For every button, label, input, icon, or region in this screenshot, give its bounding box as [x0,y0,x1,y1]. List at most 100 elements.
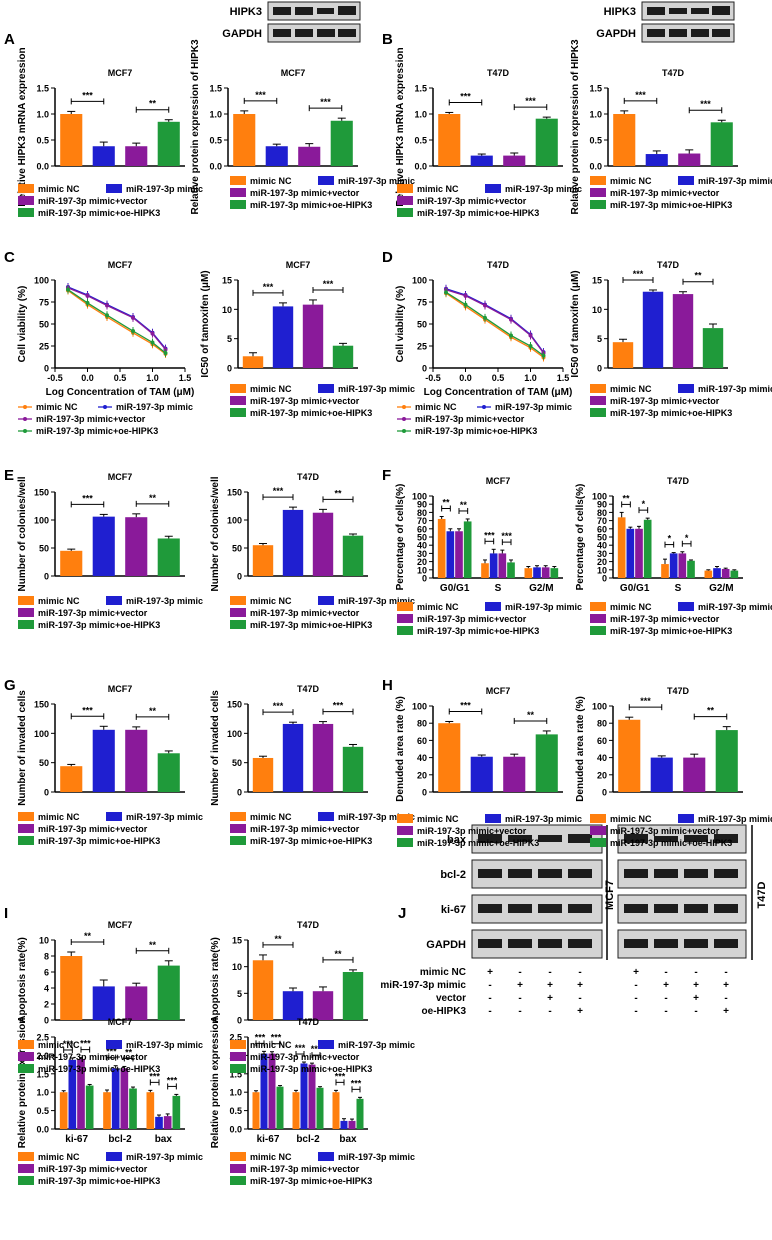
bar [92,146,115,166]
legend-swatch [590,602,606,611]
legend-label: miR-197-3p mimic+oe-HIPK3 [417,838,539,848]
y-axis-label: Number of colonies/well [210,476,221,591]
x-tick-label: S [495,583,502,594]
series-line [445,292,544,358]
y-axis-label: Number of colonies/well [17,476,28,591]
sig-label: *** [255,90,266,100]
legends: mimic NC miR-197-3p mimic miR-197-3p mimic… [18,176,772,1186]
y-tick-label: 0.5 [209,136,222,146]
legend-swatch [318,384,334,393]
legend-swatch [590,384,606,393]
y-axis-label: Relative HIPK3 mRNA expression [395,47,406,206]
bar [276,1086,284,1129]
sig-label: *** [149,1071,160,1081]
legend-label: mimic NC [38,184,80,194]
bar [342,972,364,1020]
sig-label: ** [84,931,92,941]
condition-sign: - [694,967,697,978]
bar [643,519,652,578]
condition-sign: - [664,967,667,978]
blot-label-hipk3: HIPK3 [230,6,262,18]
condition-sign: + [487,967,493,978]
legend-label: miR-197-3p mimic+vector [36,414,146,424]
y-tick-label: 0.0 [229,1125,242,1135]
chart-title: MCF7 [486,686,511,696]
condition-sign: + [723,980,729,991]
data-point [150,331,155,336]
legend-swatch [106,184,122,193]
legend-label: miR-197-3p mimic+vector [38,1164,148,1174]
condition-sign: - [488,980,491,991]
legend: mimic NC miR-197-3p mimic miR-197-3p mimic… [230,176,415,210]
bar [260,1053,268,1129]
bar [242,356,264,368]
sig-label: *** [106,1047,117,1057]
x-tick-label: 0.5 [492,373,505,383]
legend-swatch [485,814,501,823]
y-tick-label: 10 [597,565,607,575]
chart-title: MCF7 [108,920,133,930]
series-line [445,291,544,357]
sig-label: ** [460,500,468,510]
legend-label: miR-197-3p mimic [126,596,203,606]
legend-swatch [18,196,34,205]
sig-label: *** [273,701,284,711]
bar [312,512,334,576]
bar [157,965,180,1020]
bar [437,518,446,578]
legend-swatch [18,596,34,605]
legend-swatch [397,826,413,835]
legend-swatch [230,1164,246,1173]
data-point [528,344,533,348]
y-tick-label: 0 [602,788,607,798]
legend-label: miR-197-3p mimic+vector [610,396,720,406]
sig-label: *** [273,486,284,496]
bar [642,291,664,368]
panel-letter-b: B [382,31,393,48]
bar [626,528,635,578]
y-tick-label: 50 [232,544,242,554]
legend-marker [402,417,406,421]
legend: mimic NC miR-197-3p mimic miR-197-3p mimic… [397,602,582,636]
legend-swatch [230,200,246,209]
y-tick-label: 6 [44,968,49,978]
legend: mimic NC miR-197-3p mimic miR-197-3p mimic… [590,814,772,848]
panel-letter-a: A [4,31,15,48]
legend-swatch [230,812,246,821]
y-tick-label: 50 [417,533,427,543]
data-point [131,315,135,320]
y-tick-label: 0 [422,788,427,798]
y-tick-label: 50 [39,758,49,768]
series-line [67,290,166,355]
panel-letter-h: H [382,677,393,694]
legend-swatch [18,812,34,821]
legend-label: mimic NC [250,596,292,606]
condition-sign: + [723,1006,729,1017]
legend-swatch [590,396,606,405]
y-tick-label: 40 [597,753,607,763]
bar [713,568,721,578]
legend-swatch [230,1052,246,1061]
y-tick-label: 0 [44,572,49,582]
bar [541,567,550,578]
y-tick-label: 1.0 [229,1088,242,1098]
legend-label: miR-197-3p mimic+vector [610,614,720,624]
legend: mimic NC miR-197-3p mimic miR-197-3p mimic… [590,602,772,636]
legend-label: miR-197-3p mimic [698,384,772,394]
legend-label: miR-197-3p mimic [126,812,203,822]
y-tick-label: 100 [412,276,427,286]
legend: mimic NC miR-197-3p mimic miR-197-3p mimic… [18,1152,203,1186]
legend-label: miR-197-3p mimic+oe-HIPK3 [610,408,732,418]
x-tick-label: bax [155,1134,173,1145]
y-tick-label: 2.0 [36,1051,49,1061]
legend-label: mimic NC [250,384,292,394]
legend-label: mimic NC [415,402,457,412]
legend: mimic NC miR-197-3p mimic miR-197-3p mimic… [18,596,203,630]
legend-label: miR-197-3p mimic+oe-HIPK3 [250,408,372,418]
legend-swatch [18,1152,34,1161]
y-tick-label: 50 [39,320,49,330]
